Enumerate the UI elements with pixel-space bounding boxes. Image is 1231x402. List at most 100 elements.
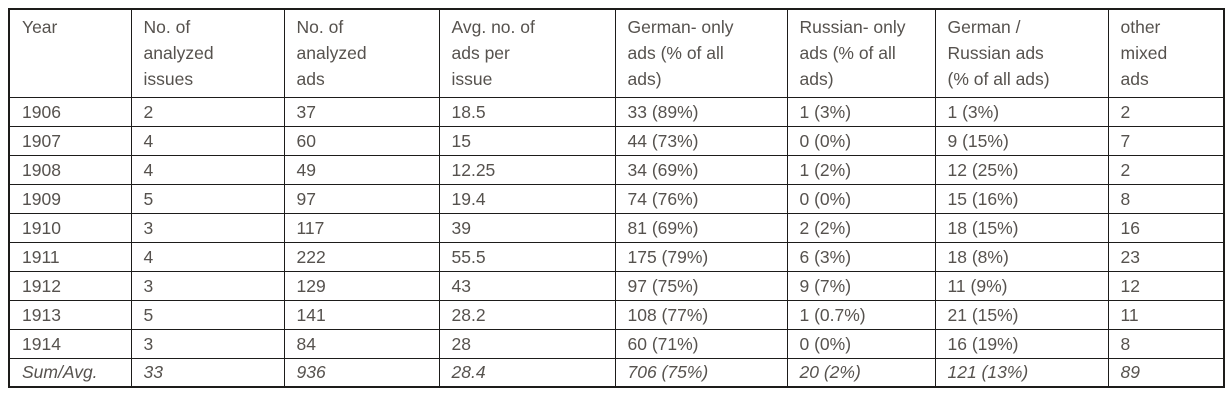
table-cell: 20 (2%) — [786, 357, 936, 388]
table-cell: 37 — [283, 96, 440, 127]
table-cell: 19.4 — [438, 183, 616, 214]
table-cell: 2 — [1107, 96, 1225, 127]
table-cell: 44 (73%) — [614, 125, 788, 156]
table-row: 1912 3 129 43 97 (75%) 9 (7%) 11 (9%) 12 — [8, 270, 1225, 301]
table-cell: 175 (79%) — [614, 241, 788, 272]
table-cell: 9 (7%) — [786, 270, 936, 301]
table-cell: 12 (25%) — [934, 154, 1109, 185]
data-table: Year No. of analyzed issues No. of analy… — [8, 8, 1225, 388]
table-cell: 4 — [130, 125, 285, 156]
table-cell: 18 (8%) — [934, 241, 1109, 272]
table-cell: 8 — [1107, 328, 1225, 359]
table-cell: 28.2 — [438, 299, 616, 330]
table-cell: 1911 — [8, 241, 132, 272]
column-header-other-mixed-ads: other mixed ads — [1107, 8, 1225, 98]
column-header-year: Year — [8, 8, 132, 98]
table-cell: 16 — [1107, 212, 1225, 243]
table-cell: 1907 — [8, 125, 132, 156]
table-cell: 0 (0%) — [786, 183, 936, 214]
table-cell: 3 — [130, 270, 285, 301]
table-cell: 1914 — [8, 328, 132, 359]
column-header-analyzed-ads: No. of analyzed ads — [283, 8, 440, 98]
table-cell: 0 (0%) — [786, 328, 936, 359]
table-cell: 129 — [283, 270, 440, 301]
table-cell: 33 (89%) — [614, 96, 788, 127]
table-cell: 2 (2%) — [786, 212, 936, 243]
table-cell: 121 (13%) — [934, 357, 1109, 388]
table-cell: 21 (15%) — [934, 299, 1109, 330]
table-cell: 1913 — [8, 299, 132, 330]
table-cell: 1 (3%) — [786, 96, 936, 127]
table-cell: 117 — [283, 212, 440, 243]
table-cell: 33 — [130, 357, 285, 388]
column-header-russian-only-ads: Russian- only ads (% of all ads) — [786, 8, 936, 98]
table-cell: 2 — [1107, 154, 1225, 185]
table-cell: 3 — [130, 328, 285, 359]
table-cell: 1906 — [8, 96, 132, 127]
table-cell: 28 — [438, 328, 616, 359]
table-cell: 141 — [283, 299, 440, 330]
table-cell: 60 (71%) — [614, 328, 788, 359]
table-cell: 9 (15%) — [934, 125, 1109, 156]
table-cell: 11 (9%) — [934, 270, 1109, 301]
table-cell: 936 — [283, 357, 440, 388]
table-cell: 18 (15%) — [934, 212, 1109, 243]
table-cell: 5 — [130, 183, 285, 214]
table-cell: 12 — [1107, 270, 1225, 301]
table-cell: 43 — [438, 270, 616, 301]
table-cell: 39 — [438, 212, 616, 243]
column-header-german-russian-ads: German / Russian ads (% of all ads) — [934, 8, 1109, 98]
table-cell: 0 (0%) — [786, 125, 936, 156]
column-header-avg-ads-per-issue: Avg. no. of ads per issue — [438, 8, 616, 98]
table-cell: 2 — [130, 96, 285, 127]
table-cell: 81 (69%) — [614, 212, 788, 243]
table-row: 1906 2 37 18.5 33 (89%) 1 (3%) 1 (3%) 2 — [8, 96, 1225, 127]
table-cell: 89 — [1107, 357, 1225, 388]
table-cell: 1909 — [8, 183, 132, 214]
header-row: Year No. of analyzed issues No. of analy… — [8, 8, 1225, 98]
table-row: 1913 5 141 28.2 108 (77%) 1 (0.7%) 21 (15%) 11 — [8, 299, 1225, 330]
table-cell: 6 (3%) — [786, 241, 936, 272]
table-header: Year No. of analyzed issues No. of analy… — [8, 8, 1225, 98]
table-row: 1908 4 49 12.25 34 (69%) 1 (2%) 12 (25%) 2 — [8, 154, 1225, 185]
column-header-analyzed-issues: No. of analyzed issues — [130, 8, 285, 98]
table-cell: 15 — [438, 125, 616, 156]
table-cell: 3 — [130, 212, 285, 243]
table-cell: 4 — [130, 154, 285, 185]
table-cell: 97 (75%) — [614, 270, 788, 301]
table-cell: 23 — [1107, 241, 1225, 272]
table-cell: 12.25 — [438, 154, 616, 185]
table-row: 1907 4 60 15 44 (73%) 0 (0%) 9 (15%) 7 — [8, 125, 1225, 156]
table-cell: 108 (77%) — [614, 299, 788, 330]
table-row: 1911 4 222 55.5 175 (79%) 6 (3%) 18 (8%) 23 — [8, 241, 1225, 272]
table-cell: Sum/Avg. — [8, 357, 132, 388]
table-cell: 28.4 — [438, 357, 616, 388]
table-cell: 8 — [1107, 183, 1225, 214]
table-cell: 84 — [283, 328, 440, 359]
table-cell: 11 — [1107, 299, 1225, 330]
table-row: 1914 3 84 28 60 (71%) 0 (0%) 16 (19%) 8 — [8, 328, 1225, 359]
table-cell: 15 (16%) — [934, 183, 1109, 214]
table-row: Sum/Avg. 33 936 28.4 706 (75%) 20 (2%) 121 (13… — [8, 357, 1225, 388]
table-cell: 1 (3%) — [934, 96, 1109, 127]
table-cell: 34 (69%) — [614, 154, 788, 185]
table-cell: 1 (2%) — [786, 154, 936, 185]
table-cell: 74 (76%) — [614, 183, 788, 214]
table-cell: 7 — [1107, 125, 1225, 156]
table-cell: 55.5 — [438, 241, 616, 272]
table-cell: 1910 — [8, 212, 132, 243]
table-row: 1909 5 97 19.4 74 (76%) 0 (0%) 15 (16%) 8 — [8, 183, 1225, 214]
table-cell: 4 — [130, 241, 285, 272]
table-body: 1906 2 37 18.5 33 (89%) 1 (3%) 1 (3%) 2 1907 4 60 1… — [8, 96, 1225, 388]
column-header-german-only-ads: German- only ads (% of all ads) — [614, 8, 788, 98]
table-cell: 60 — [283, 125, 440, 156]
table-cell: 222 — [283, 241, 440, 272]
table-cell: 1 (0.7%) — [786, 299, 936, 330]
table-cell: 1912 — [8, 270, 132, 301]
table-row: 1910 3 117 39 81 (69%) 2 (2%) 18 (15%) 16 — [8, 212, 1225, 243]
table-cell: 16 (19%) — [934, 328, 1109, 359]
table-cell: 5 — [130, 299, 285, 330]
table-cell: 1908 — [8, 154, 132, 185]
table-cell: 706 (75%) — [614, 357, 788, 388]
